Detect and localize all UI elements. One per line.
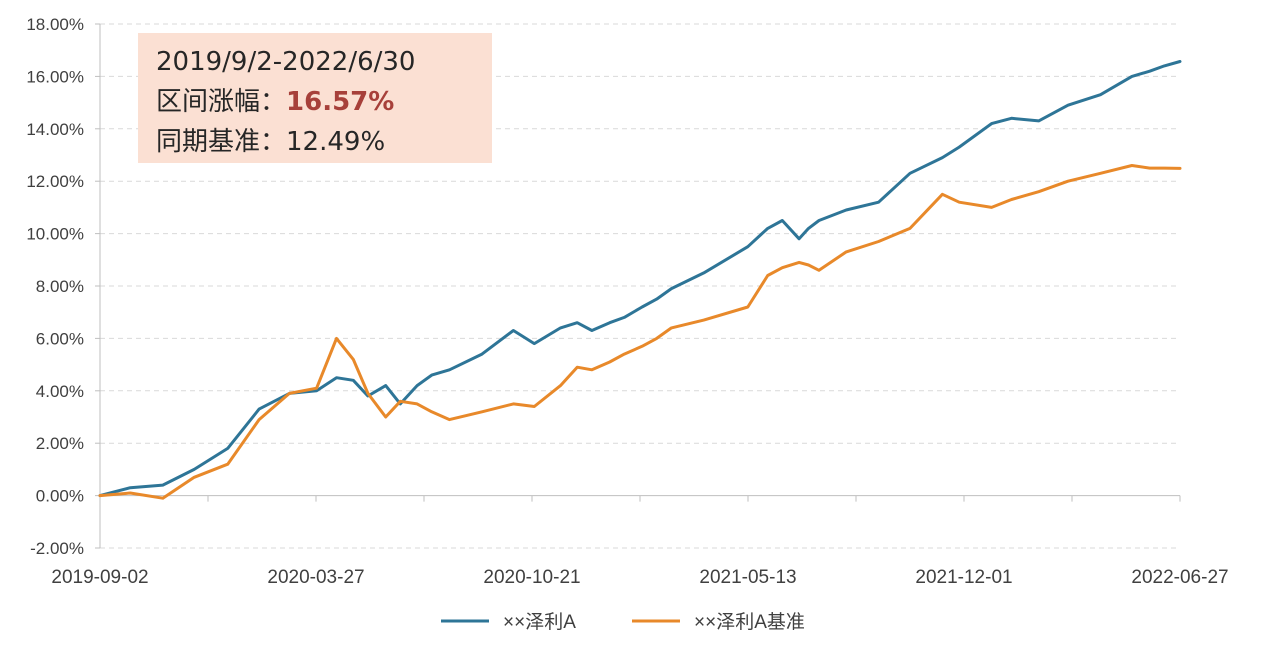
x-tick-label: 2022-06-27 <box>1131 567 1228 588</box>
x-axis-ticks: 2019-09-02 2020-03-27 2020-10-21 2021-05-13… <box>51 567 1228 588</box>
y-tick-label: 2.00% <box>36 434 84 453</box>
y-tick-label: 0.00% <box>36 487 84 506</box>
y-tick-label: 6.00% <box>36 329 84 348</box>
y-tick-label: 4.00% <box>36 382 84 401</box>
legend-label: ××泽利A基准 <box>694 611 805 633</box>
axes <box>95 23 1181 549</box>
x-tick-label: 2020-03-27 <box>267 567 364 588</box>
return-value: 16.57% <box>286 87 395 117</box>
legend-label: ××泽利A <box>503 611 576 633</box>
benchmark-value: 12.49% <box>286 127 386 157</box>
x-tick-label: 2021-05-13 <box>699 567 796 588</box>
x-tick-label: 2019-09-02 <box>51 567 148 588</box>
y-tick-label: 12.00% <box>26 172 84 191</box>
x-tick-label: 2020-10-21 <box>483 567 580 588</box>
series-line <box>98 164 1182 500</box>
return-label: 区间涨幅： <box>156 87 287 117</box>
series-lines <box>98 60 1182 500</box>
y-tick-label: 18.00% <box>26 15 84 34</box>
period-text: 2019/9/2-2022/6/30 <box>156 47 416 77</box>
y-axis-ticks: -2.00% 0.00% 2.00% 4.00% 6.00% 8.00% 10.00% 12.… <box>26 15 84 558</box>
y-tick-label: 10.00% <box>26 225 84 244</box>
summary-annotation-box: 2019/9/2-2022/6/30 区间涨幅：16.57% 同期基准：12.4… <box>138 33 492 163</box>
legend: ××泽利A ××泽利A基准 <box>441 611 805 633</box>
series-line <box>98 60 1182 498</box>
y-tick-label: -2.00% <box>30 539 84 558</box>
y-tick-label: 16.00% <box>26 67 84 86</box>
y-tick-label: 14.00% <box>26 120 84 139</box>
benchmark-label: 同期基准： <box>156 127 287 157</box>
return-line: 区间涨幅：16.57% <box>156 82 492 122</box>
x-tick-label: 2021-12-01 <box>915 567 1012 588</box>
benchmark-line: 同期基准：12.49% <box>156 122 492 162</box>
y-tick-label: 8.00% <box>36 277 84 296</box>
grid-lines <box>100 23 1180 549</box>
